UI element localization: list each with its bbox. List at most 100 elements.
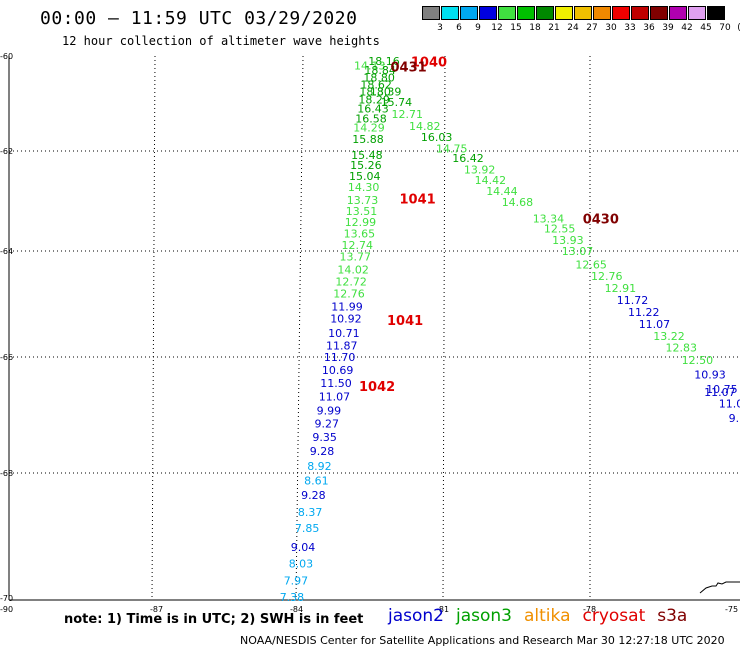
footer-note: note: 1) Time is in UTC; 2) SWH is in fe… — [64, 612, 364, 627]
chart-title: 00:00 – 11:59 UTC 03/29/2020 — [40, 8, 358, 29]
colorbar-label: 3 — [437, 23, 443, 33]
wave-height-label: 8.92 — [307, 460, 332, 473]
wave-height-label: 12.50 — [682, 354, 714, 367]
wave-height-label: 9.35 — [312, 431, 337, 444]
wave-height-label: 13.51 — [346, 205, 378, 218]
wave-height-label: 18.16 — [368, 55, 400, 68]
wave-height-label: 16.42 — [452, 152, 484, 165]
wave-height-label: 11.07 — [704, 386, 736, 399]
colorbar-swatch — [707, 6, 725, 20]
wave-height-label: 14.68 — [502, 196, 534, 209]
wave-height-label: 12.76 — [333, 287, 365, 300]
wave-height-label: 16.43 — [357, 102, 389, 115]
wave-height-label: 11.08 — [719, 397, 740, 410]
colorbar-swatch — [593, 6, 611, 20]
wave-height-label: 18.84 — [364, 64, 396, 77]
colorbar-label: 15 — [510, 23, 522, 33]
y-tick-label: -70 — [0, 594, 13, 603]
lon-gridline — [442, 55, 446, 601]
wave-height-label: 13.65 — [344, 228, 376, 241]
colorbar-swatch — [479, 6, 497, 20]
lon-gridline — [151, 55, 156, 601]
y-tick-label: -68 — [0, 469, 13, 478]
wave-height-label: 13.34 — [533, 213, 565, 226]
wave-height-label: 9.28 — [310, 445, 335, 458]
pass-time-label: 1041 — [387, 314, 423, 329]
wave-height-label: 15.26 — [350, 159, 382, 172]
wave-height-label: 12.74 — [342, 239, 374, 252]
wave-height-label: 13.22 — [653, 330, 685, 343]
wave-height-label: 11.99 — [331, 301, 363, 314]
wave-height-label: 14.29 — [353, 121, 385, 134]
wave-height-label: 16.58 — [355, 113, 387, 126]
wave-height-label: 14.02 — [337, 264, 369, 277]
colorbar-swatch — [498, 6, 516, 20]
wave-height-label: 10.92 — [330, 312, 362, 325]
colorbar-label: 45 — [700, 23, 712, 33]
wave-height-label: 13.93 — [552, 234, 584, 247]
satellite-legend-entry: jason3 — [456, 606, 512, 626]
colorbar-swatch — [688, 6, 706, 20]
wave-height-label: 11.70 — [324, 351, 356, 364]
wave-height-label: 18.30 — [359, 86, 391, 99]
wave-height-label: 15.48 — [351, 149, 383, 162]
wave-height-label: 12.71 — [392, 108, 424, 121]
wave-height-label: 13.73 — [347, 194, 379, 207]
satellite-legend: jason2 jason3 altika cryosat s3a — [388, 606, 699, 626]
wave-height-label: 18.29 — [358, 94, 390, 107]
wave-height-label: 15.74 — [381, 96, 413, 109]
wave-height-label: 15.88 — [352, 133, 384, 146]
axis-layer: -60 -62 -64 -66 -68 -70 -90 -87 -84 -81 -78 -75 — [0, 52, 738, 614]
colorbar-swatch — [460, 6, 478, 20]
lon-gridline — [295, 55, 304, 601]
wave-height-label: 16.03 — [421, 131, 453, 144]
x-tick-label: -81 — [436, 605, 449, 614]
pass-time-label: 0430 — [583, 213, 619, 228]
wave-height-label: 9.28 — [301, 489, 326, 502]
wave-height-label: 11.22 — [628, 306, 660, 319]
satellite-legend-entry: cryosat — [582, 606, 646, 626]
colorbar-label: 18 — [529, 23, 541, 33]
colorbar-swatch — [536, 6, 554, 20]
wave-height-label: 18.62 — [360, 79, 392, 92]
colorbar-label: 36 — [643, 23, 655, 33]
colorbar-swatch — [612, 6, 630, 20]
chart-subtitle: 12 hour collection of altimeter wave hei… — [62, 34, 380, 48]
y-tick-label: -62 — [0, 147, 13, 156]
x-tick-label: -87 — [150, 605, 163, 614]
colorbar-swatch — [669, 6, 687, 20]
colorbar-label: (ft) — [735, 23, 740, 33]
wave-height-label: 13.07 — [562, 245, 594, 258]
colorbar-label: 9 — [475, 23, 481, 33]
credit-line: NOAA/NESDIS Center for Satellite Applica… — [240, 634, 725, 647]
wave-height-label: 12.83 — [666, 342, 698, 355]
x-tick-label: -78 — [583, 605, 596, 614]
colorbar-label: 33 — [624, 23, 636, 33]
wave-height-label: 11.07 — [639, 318, 671, 331]
wave-height-label: 18.80 — [363, 71, 395, 84]
wave-height-label: 9.04 — [291, 541, 316, 554]
colorbar-swatch — [574, 6, 592, 20]
coastline — [699, 581, 740, 594]
satellite-legend-entry: altika — [524, 606, 571, 626]
x-tick-label: -75 — [725, 605, 738, 614]
wave-height-label: 9.73 — [729, 412, 740, 425]
colorbar-swatch — [441, 6, 459, 20]
wave-height-label: 14.75 — [436, 143, 468, 156]
y-tick-label: -66 — [0, 353, 13, 362]
wave-height-label: 14.44 — [486, 185, 518, 198]
wave-height-label: 9.27 — [315, 418, 340, 431]
wave-height-label: 10.71 — [328, 327, 360, 340]
wave-height-label: 11.07 — [319, 390, 351, 403]
wave-height-label: 10.93 — [694, 368, 726, 381]
wave-height-label: 14.30 — [348, 181, 380, 194]
wave-height-label: 8.03 — [289, 558, 314, 571]
wave-height-label: 12.65 — [575, 258, 607, 271]
pass-time-label: 1042 — [359, 380, 395, 395]
wave-height-label: 11.87 — [326, 339, 358, 352]
x-tick-label: -84 — [290, 605, 303, 614]
colorbar-label: 70 — [719, 23, 731, 33]
wave-height-label: 9.99 — [317, 404, 342, 417]
wave-height-label: 14.82 — [409, 120, 441, 133]
time-layer: 1040043110410430104110420429 — [359, 56, 619, 395]
